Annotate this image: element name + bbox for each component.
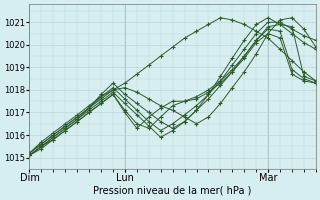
X-axis label: Pression niveau de la mer( hPa ): Pression niveau de la mer( hPa ) [93, 186, 252, 196]
